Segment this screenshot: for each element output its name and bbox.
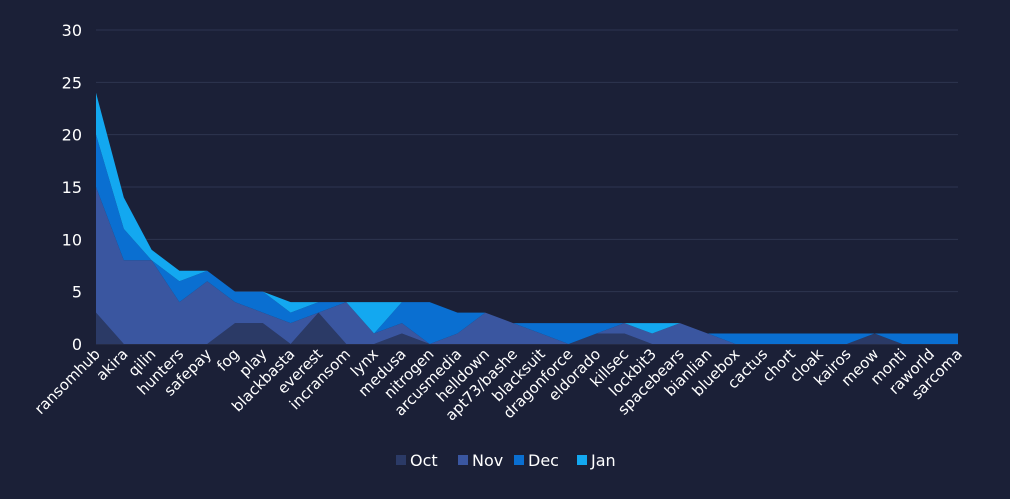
- legend-swatch-jan: [577, 455, 587, 465]
- legend-swatch-nov: [458, 455, 468, 465]
- legend-swatch-dec: [514, 455, 524, 465]
- y-tick-label: 20: [62, 126, 82, 145]
- x-axis: ransomhubakiraqilinhunterssafepayfogplay…: [31, 345, 966, 424]
- area-series: [96, 92, 958, 344]
- area-oct: [96, 312, 958, 344]
- y-tick-label: 15: [62, 178, 82, 197]
- x-tick-label: ransomhub: [31, 345, 104, 418]
- y-tick-label: 0: [72, 335, 82, 354]
- y-axis: 0 5 10 15 20 25 30: [62, 21, 82, 354]
- y-tick-label: 30: [62, 21, 82, 40]
- area-nov: [96, 187, 958, 344]
- legend: Oct Nov Dec Jan: [396, 451, 616, 470]
- y-tick-label: 25: [62, 73, 82, 92]
- legend-label-jan: Jan: [590, 451, 616, 470]
- y-tick-label: 10: [62, 230, 82, 249]
- legend-label-dec: Dec: [528, 451, 559, 470]
- legend-label-nov: Nov: [472, 451, 503, 470]
- legend-swatch-oct: [396, 455, 406, 465]
- y-tick-label: 5: [72, 283, 82, 302]
- legend-label-oct: Oct: [410, 451, 438, 470]
